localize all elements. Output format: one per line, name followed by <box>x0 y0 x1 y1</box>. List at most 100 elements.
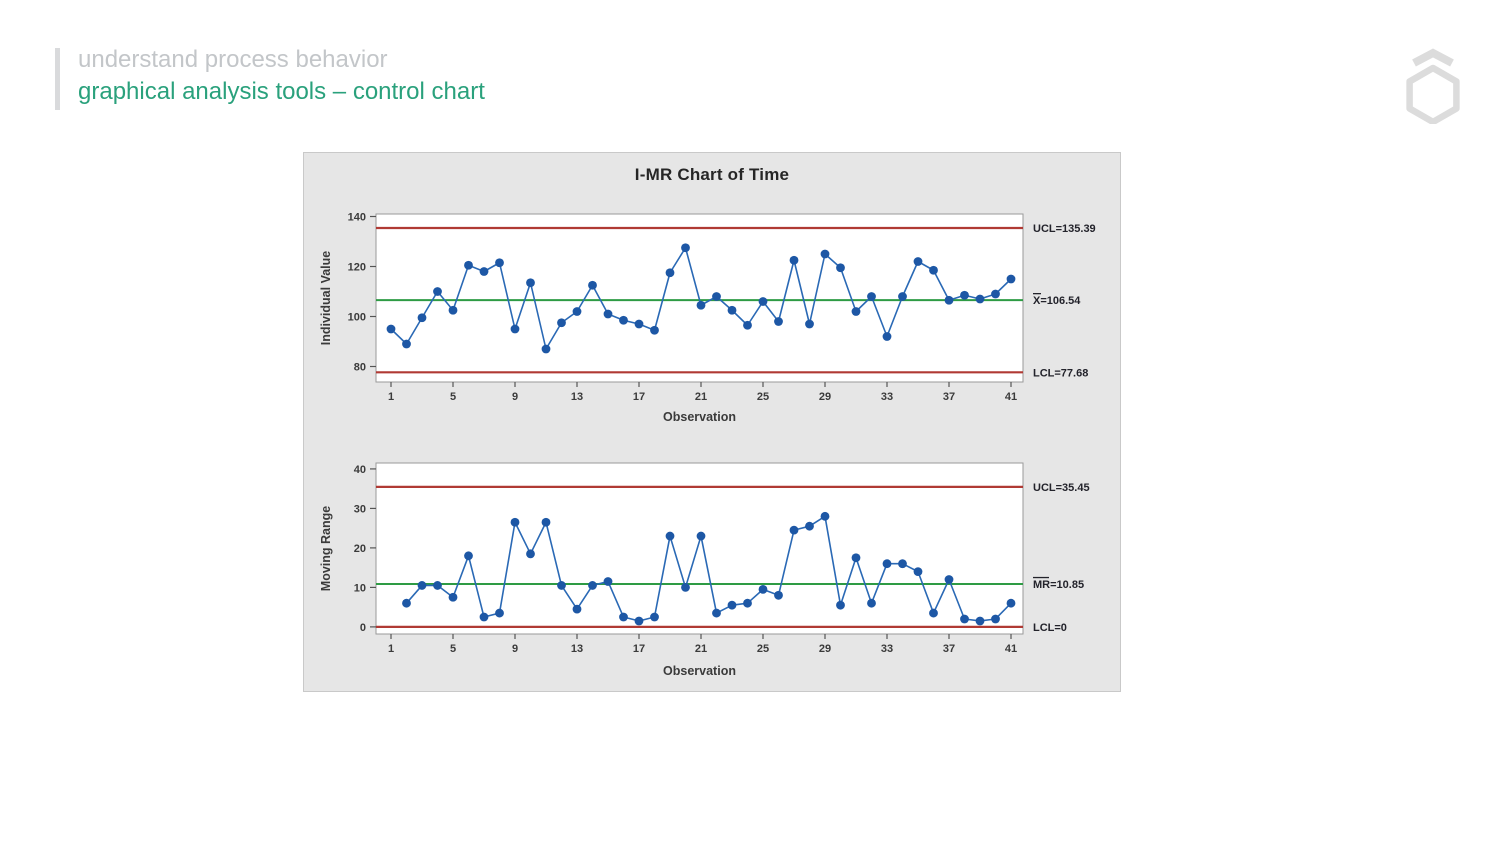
data-point <box>991 614 1000 624</box>
data-point <box>743 598 752 608</box>
data-point <box>774 317 783 326</box>
data-point <box>944 295 954 305</box>
data-point <box>665 531 675 541</box>
data-point <box>495 608 504 618</box>
header-accent-bar <box>55 48 60 110</box>
lcl-label: LCL=77.68 <box>1033 367 1088 379</box>
data-point <box>913 567 923 577</box>
data-point <box>898 559 907 569</box>
data-point <box>867 598 876 608</box>
data-point <box>386 324 396 334</box>
data-point <box>603 309 613 319</box>
data-point <box>975 294 985 304</box>
data-point <box>789 525 799 535</box>
ucl-label: UCL=35.45 <box>1033 482 1090 494</box>
x-tick-label: 13 <box>571 643 583 655</box>
x-axis-label: Observation <box>663 664 736 678</box>
y-tick-label: 10 <box>354 582 366 594</box>
x-tick-label: 41 <box>1005 391 1017 403</box>
x-tick-label: 41 <box>1005 643 1017 655</box>
data-point <box>417 581 427 590</box>
data-point <box>417 313 427 323</box>
x-tick-label: 37 <box>943 391 955 403</box>
data-point <box>929 608 938 618</box>
moving-range-chart-series-line <box>405 515 1012 622</box>
x-tick-label: 33 <box>881 643 893 655</box>
data-point <box>743 320 752 330</box>
y-tick-label: 30 <box>354 503 366 515</box>
data-point <box>851 307 861 316</box>
data-point <box>634 319 644 329</box>
x-tick-label: 25 <box>757 391 769 403</box>
y-tick-label: 80 <box>354 362 366 374</box>
x-tick-label: 13 <box>571 391 583 403</box>
data-point <box>913 257 923 266</box>
y-axis-label: Individual Value <box>319 251 333 346</box>
x-tick-label: 29 <box>819 391 831 403</box>
data-point <box>448 305 458 315</box>
x-tick-label: 9 <box>512 643 518 655</box>
data-point <box>464 260 473 270</box>
data-point <box>634 616 644 626</box>
data-point <box>929 265 938 275</box>
data-point <box>479 267 489 276</box>
data-point <box>774 590 783 600</box>
data-point <box>619 315 628 325</box>
data-point <box>681 243 690 253</box>
data-point <box>805 521 814 531</box>
data-point <box>541 344 551 354</box>
data-point <box>820 249 830 259</box>
data-point <box>603 577 613 586</box>
data-point <box>851 553 861 563</box>
x-axis-label: Observation <box>663 410 736 424</box>
data-point <box>433 581 442 590</box>
data-point <box>541 517 551 527</box>
data-point <box>727 305 737 315</box>
data-point <box>495 258 504 268</box>
x-tick-label: 17 <box>633 391 645 403</box>
data-point <box>696 300 706 310</box>
data-point <box>975 616 985 626</box>
y-tick-label: 40 <box>354 464 366 476</box>
data-point <box>479 612 489 622</box>
data-point <box>1006 274 1016 284</box>
hexagon-logo-icon <box>1399 42 1467 129</box>
data-point <box>526 278 535 288</box>
x-tick-label: 1 <box>388 391 394 403</box>
header-title: graphical analysis tools – control chart <box>78 78 485 105</box>
y-tick-label: 20 <box>354 543 366 555</box>
data-point <box>960 614 969 624</box>
x-tick-label: 33 <box>881 391 893 403</box>
data-point <box>572 307 582 316</box>
data-point <box>867 292 876 301</box>
data-point <box>588 581 597 590</box>
x-tick-label: 21 <box>695 643 707 655</box>
data-point <box>1006 598 1016 608</box>
data-point <box>960 290 969 300</box>
data-point <box>820 511 830 521</box>
x-tick-label: 17 <box>633 643 645 655</box>
data-point <box>619 612 628 622</box>
data-point <box>882 332 892 341</box>
data-point <box>805 319 814 329</box>
data-point <box>836 263 845 273</box>
y-tick-label: 100 <box>348 312 366 324</box>
data-point <box>681 582 690 592</box>
data-point <box>758 297 768 306</box>
data-point <box>557 581 566 590</box>
y-tick-label: 140 <box>348 212 366 224</box>
data-point <box>712 292 721 301</box>
data-point <box>898 292 907 301</box>
x-tick-label: 5 <box>450 643 456 655</box>
x-tick-label: 21 <box>695 391 707 403</box>
data-point <box>650 325 659 335</box>
y-axis-label: Moving Range <box>319 506 333 591</box>
data-point <box>572 604 582 614</box>
data-point <box>836 600 845 610</box>
y-tick-label: 0 <box>360 622 366 634</box>
data-point <box>991 289 1000 299</box>
data-point <box>588 280 597 290</box>
data-point <box>696 531 706 541</box>
lcl-label: LCL=0 <box>1033 622 1067 634</box>
